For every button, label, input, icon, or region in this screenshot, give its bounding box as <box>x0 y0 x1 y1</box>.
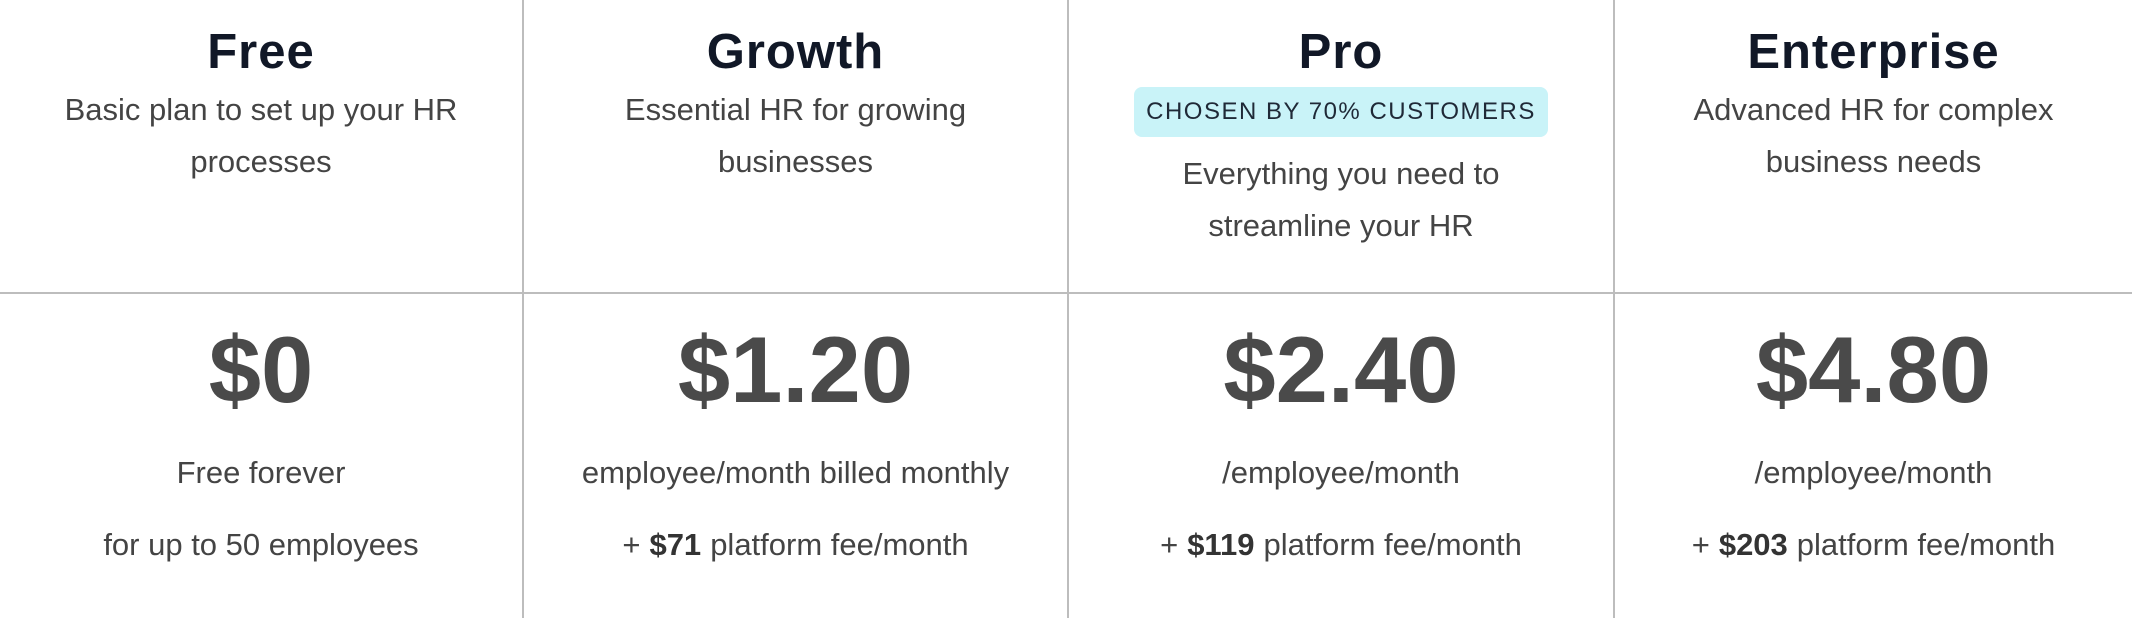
plan-header: Free Basic plan to set up your HR process… <box>0 20 522 188</box>
plan-billing: Free forever <box>176 455 346 490</box>
plan-header: Pro CHOSEN BY 70% CUSTOMERS Everything you… <box>1069 20 1613 252</box>
plan-billing: /employee/month <box>1222 455 1460 490</box>
plan-badge: CHOSEN BY 70% CUSTOMERS <box>1134 87 1548 137</box>
plan-price: $4.80 <box>1755 317 1992 422</box>
plan-billing: employee/month billed monthly <box>581 455 1010 490</box>
plan-price: $1.20 <box>677 317 914 422</box>
fee-amount: $203 <box>1718 527 1788 562</box>
fee-prefix: + <box>1691 527 1710 562</box>
plan-description: Advanced HR for complex business needs <box>1693 92 2054 179</box>
plan-column: Pro CHOSEN BY 70% CUSTOMERS Everything you… <box>1067 0 1613 618</box>
plan-billing: /employee/month <box>1754 455 1993 490</box>
plan-price: $2.40 <box>1223 317 1459 422</box>
plan-description: Everything you need to streamline your H… <box>1182 156 1500 243</box>
fee-prefix: + <box>622 527 641 562</box>
plan-column: Enterprise Advanced HR for complex busine… <box>1613 0 2132 618</box>
plan-column: Growth Essential HR for growing businesse… <box>522 0 1067 618</box>
plan-note: for up to 50 employees <box>103 527 419 562</box>
plan-price: $0 <box>208 317 314 422</box>
fee-prefix: + <box>1160 527 1179 562</box>
fee-amount: $71 <box>649 527 702 562</box>
plan-name: Free <box>207 25 315 79</box>
fee-amount: $119 <box>1187 527 1255 562</box>
plan-description: Essential HR for growing businesses <box>624 92 967 179</box>
plan-column: Free Basic plan to set up your HR process… <box>0 0 522 618</box>
plan-name: Pro <box>1298 25 1384 79</box>
plan-fee: + $71 platform fee/month <box>524 519 1067 571</box>
plan-header: Growth Essential HR for growing businesse… <box>524 20 1067 188</box>
plan-fee: + $203 platform fee/month <box>1615 519 2132 571</box>
plan-header: Enterprise Advanced HR for complex busine… <box>1615 20 2132 188</box>
divider <box>0 292 2132 294</box>
fee-suffix: platform fee/month <box>1263 527 1522 562</box>
fee-suffix: platform fee/month <box>710 527 969 562</box>
plan-description: Basic plan to set up your HR processes <box>64 92 458 179</box>
fee-suffix: platform fee/month <box>1796 527 2056 562</box>
plan-fee: + $119 platform fee/month <box>1069 519 1613 571</box>
plan-name: Enterprise <box>1747 25 2000 79</box>
plan-name: Growth <box>706 25 885 79</box>
